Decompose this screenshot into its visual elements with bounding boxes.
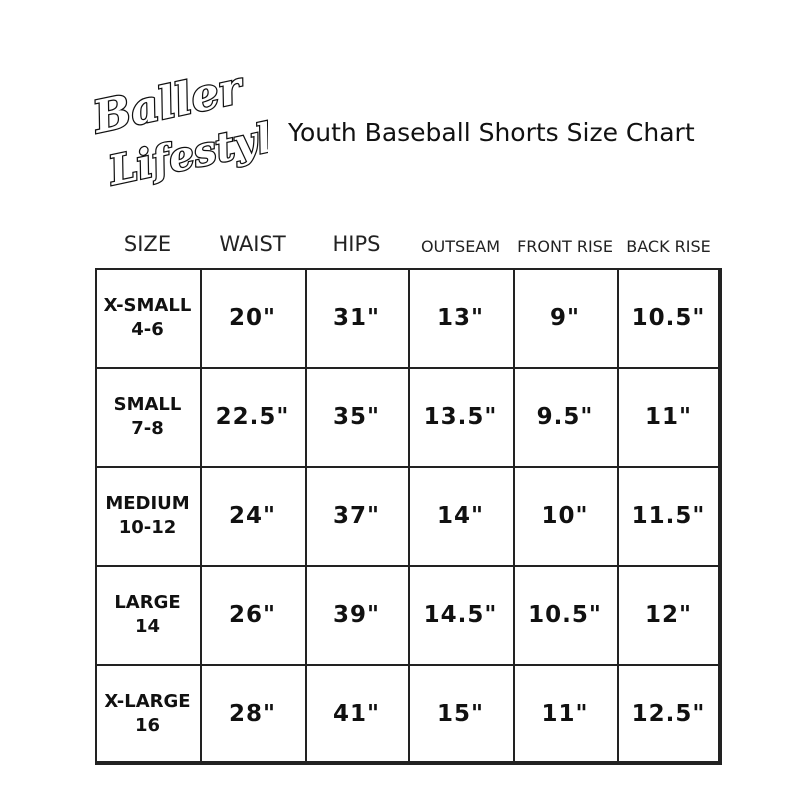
size-name: X-LARGE bbox=[104, 690, 191, 712]
value-cell: 24" bbox=[200, 466, 307, 567]
value-cell: 22.5" bbox=[200, 367, 307, 468]
size-cell: MEDIUM 10-12 bbox=[95, 466, 202, 567]
value-cell: 20" bbox=[200, 268, 307, 369]
value-cell: 39" bbox=[305, 565, 410, 666]
size-name: X-SMALL bbox=[103, 294, 192, 316]
size-range: 7-8 bbox=[131, 417, 164, 439]
column-header: OUTSEAM bbox=[420, 237, 501, 256]
value-cell: 9.5" bbox=[513, 367, 619, 468]
size-cell: X-SMALL 4-6 bbox=[95, 268, 202, 369]
value-cell: 37" bbox=[305, 466, 410, 567]
value-cell: 41" bbox=[305, 664, 410, 765]
value-cell: 35" bbox=[305, 367, 410, 468]
size-cell: SMALL 7-8 bbox=[95, 367, 202, 468]
value-cell: 11.5" bbox=[617, 466, 722, 567]
size-cell: LARGE 14 bbox=[95, 565, 202, 666]
column-header: FRONT RISE bbox=[517, 237, 613, 256]
size-range: 14 bbox=[134, 615, 161, 637]
column-header: HIPS bbox=[332, 232, 381, 256]
size-name: MEDIUM bbox=[105, 492, 190, 514]
value-cell: 31" bbox=[305, 268, 410, 369]
size-table: X-SMALL 4-6 20" 31" 13" 9" 10.5" SMALL 7-8 22.5" 3… bbox=[95, 268, 722, 765]
size-name: SMALL bbox=[113, 393, 182, 415]
value-cell: 10.5" bbox=[617, 268, 722, 369]
size-name: LARGE bbox=[114, 591, 181, 613]
value-cell: 12" bbox=[617, 565, 722, 666]
title: Youth Baseball Shorts Size Chart bbox=[288, 118, 695, 147]
column-header: WAIST bbox=[219, 232, 286, 256]
value-cell: 15" bbox=[408, 664, 515, 765]
value-cell: 11" bbox=[617, 367, 722, 468]
value-cell: 9" bbox=[513, 268, 619, 369]
column-header: SIZE bbox=[123, 232, 172, 256]
value-cell: 10.5" bbox=[513, 565, 619, 666]
value-cell: 13.5" bbox=[408, 367, 515, 468]
logo: Baller Lifestyle bbox=[88, 61, 268, 196]
column-header: BACK RISE bbox=[626, 237, 711, 256]
size-range: 4-6 bbox=[131, 318, 164, 340]
value-cell: 28" bbox=[200, 664, 307, 765]
value-cell: 14.5" bbox=[408, 565, 515, 666]
size-range: 16 bbox=[134, 714, 161, 736]
size-range: 10-12 bbox=[118, 516, 177, 538]
value-cell: 11" bbox=[513, 664, 619, 765]
value-cell: 26" bbox=[200, 565, 307, 666]
value-cell: 12.5" bbox=[617, 664, 722, 765]
value-cell: 14" bbox=[408, 466, 515, 567]
size-cell: X-LARGE 16 bbox=[95, 664, 202, 765]
value-cell: 10" bbox=[513, 466, 619, 567]
value-cell: 13" bbox=[408, 268, 515, 369]
